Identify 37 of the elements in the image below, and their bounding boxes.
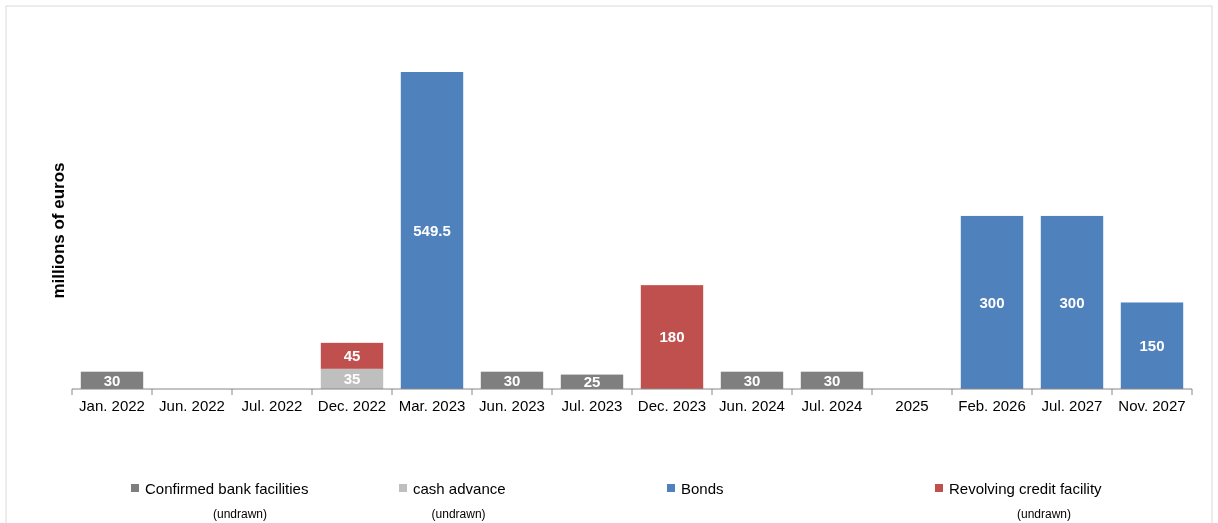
legend-label: cash advance (undrawn)	[413, 480, 506, 522]
data-label: 300	[979, 293, 1005, 311]
bar	[320, 342, 384, 369]
data-label: 180	[659, 328, 685, 346]
bar	[640, 285, 704, 389]
x-tick-label: Jul. 2022	[241, 397, 303, 414]
x-tick-label: Mar. 2023	[398, 397, 466, 414]
data-label: 25	[583, 373, 601, 391]
legend-label: Confirmed bank facilities (undrawn)	[145, 480, 309, 522]
bar	[400, 72, 464, 389]
bar	[1120, 302, 1184, 389]
data-label: 150	[1139, 336, 1165, 354]
x-tick-label: Jun. 2024	[719, 397, 785, 414]
data-label: 30	[103, 371, 121, 389]
data-label: 549.5	[413, 221, 451, 239]
x-tick-label: Jul. 2024	[801, 397, 863, 414]
data-label: 30	[823, 371, 841, 389]
x-tick-label: Dec. 2023	[637, 397, 707, 414]
x-tick-label: Dec. 2022	[317, 397, 387, 414]
x-tick-label: Feb. 2026	[958, 397, 1026, 414]
data-label: 300	[1059, 293, 1085, 311]
bar	[1040, 215, 1104, 389]
data-label: 30	[503, 371, 521, 389]
x-tick-label: Jul. 2023	[561, 397, 623, 414]
bar	[960, 215, 1024, 389]
x-tick-label: Jan. 2022	[79, 397, 145, 414]
y-axis-title: millions of euros	[49, 162, 68, 299]
data-label: 30	[743, 371, 761, 389]
data-label: 35	[343, 370, 361, 388]
legend-label: Bonds	[681, 480, 724, 498]
x-tick-label: Jun. 2022	[159, 397, 225, 414]
x-tick-label: Jul. 2027	[1041, 397, 1103, 414]
x-tick-label: Jun. 2023	[479, 397, 545, 414]
x-tick-label: Nov. 2027	[1118, 397, 1186, 414]
data-label: 45	[343, 347, 361, 365]
x-tick-label: 2025	[895, 397, 929, 414]
legend-label: Revolving credit facility (undrawn)	[949, 480, 1103, 522]
